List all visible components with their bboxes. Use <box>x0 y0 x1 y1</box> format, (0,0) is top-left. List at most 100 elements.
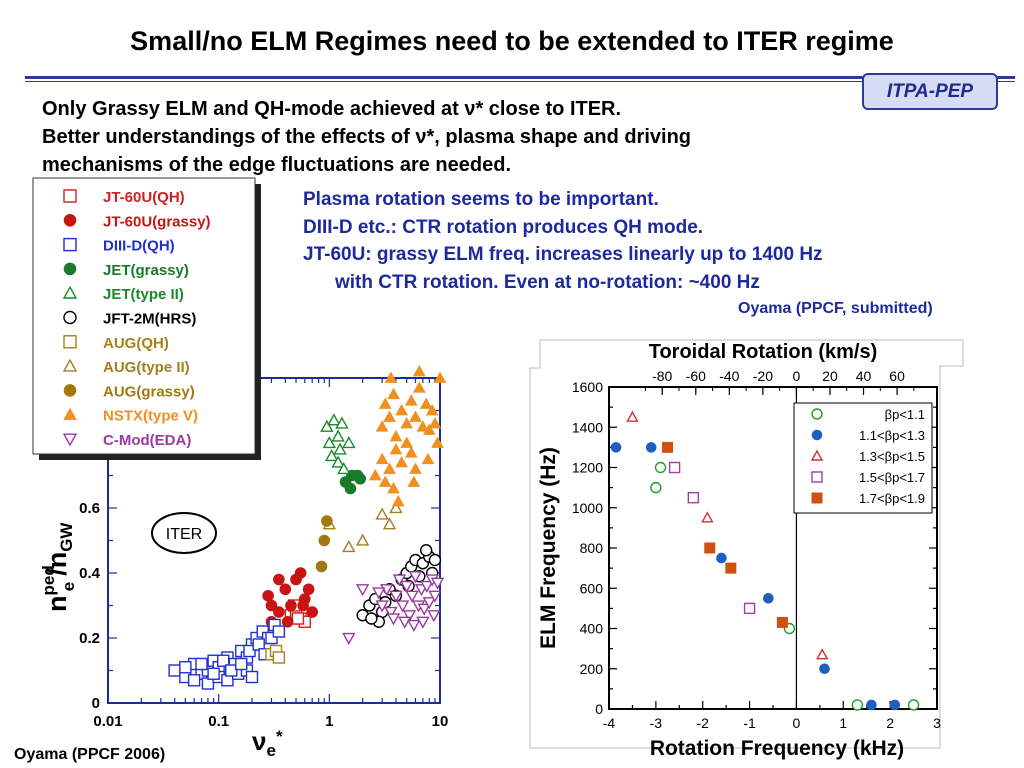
data-point <box>407 475 421 487</box>
data-point <box>297 599 309 612</box>
data-point <box>245 670 259 684</box>
data-point <box>320 419 334 432</box>
data-point <box>419 544 433 557</box>
data-point <box>354 472 366 485</box>
data-point <box>427 610 441 623</box>
note-line-1: Plasma rotation seems to be important. <box>303 189 659 210</box>
legend-label: 1.5<βp<1.7 <box>859 470 925 485</box>
note-line-3: JT-60U: grassy ELM freq. increases linea… <box>303 244 823 265</box>
legend-marker <box>811 429 823 441</box>
x-axis-label: Rotation Frequency (kHz) <box>650 737 904 760</box>
x-tick-label: 0 <box>793 715 801 731</box>
data-point <box>654 461 667 474</box>
data-point <box>391 494 405 507</box>
y-tick-label: 1600 <box>572 379 603 395</box>
data-point <box>395 455 408 468</box>
legend-label: βp<1.1 <box>885 407 925 422</box>
data-point <box>342 632 356 645</box>
data-point <box>179 661 192 674</box>
data-point <box>302 583 315 596</box>
data-point <box>187 674 201 687</box>
legend-label: 1.7<βp<1.9 <box>859 491 925 506</box>
data-point <box>265 631 278 645</box>
data-point <box>355 533 370 546</box>
y-tick-label: 0.6 <box>79 500 100 517</box>
data-point <box>389 590 403 603</box>
title-divider <box>25 76 1015 79</box>
data-point <box>626 410 639 422</box>
data-point <box>333 442 347 455</box>
data-point <box>425 403 439 416</box>
data-point <box>384 606 398 619</box>
legend-label: C-Mod(EDA) <box>103 432 191 449</box>
data-point <box>322 436 337 449</box>
data-point <box>398 616 412 629</box>
x-axis-label: νe* <box>252 726 283 760</box>
x-tick-label: 0.1 <box>208 713 229 730</box>
data-point <box>389 429 403 442</box>
x-tick-label: 1 <box>839 715 847 731</box>
data-point <box>407 619 421 632</box>
top-tick-label: -80 <box>652 368 672 384</box>
data-point <box>335 416 349 429</box>
data-point <box>704 542 716 554</box>
left-chart: 0.010.111000.20.40.60.8νe*npede/nGWITERJ… <box>32 177 449 760</box>
top-tick-label: -20 <box>753 368 773 384</box>
data-point <box>389 501 403 514</box>
data-point <box>285 599 297 612</box>
data-point <box>378 475 392 487</box>
data-point <box>907 699 920 711</box>
data-point <box>291 612 305 625</box>
legend-marker <box>811 408 823 420</box>
data-point <box>365 612 378 625</box>
x-tick-label: -4 <box>603 715 616 731</box>
data-point <box>645 442 657 453</box>
itpa-badge: ITPA-PEP <box>862 73 998 110</box>
data-point <box>279 583 292 596</box>
legend-label: DIII-D(QH) <box>103 238 175 255</box>
right-chart: -4 -3 -2 -1 0 1 2 30200400600800100012001400160… <box>529 339 964 760</box>
legend-marker <box>63 407 77 420</box>
legend-marker <box>63 237 77 252</box>
data-point <box>217 654 230 667</box>
data-point <box>387 387 400 400</box>
data-point <box>819 663 830 675</box>
x-tick-label: 3 <box>933 715 941 731</box>
data-point <box>389 442 403 455</box>
y-tick-label: 1400 <box>572 419 603 435</box>
x-tick-label: 10 <box>432 713 449 730</box>
data-point <box>395 600 410 613</box>
data-point <box>337 462 351 475</box>
intro-line-1: Only Grassy ELM and QH-mode achieved at … <box>42 98 622 120</box>
data-point <box>324 449 339 462</box>
data-point <box>342 540 356 553</box>
data-point <box>272 625 286 638</box>
data-point <box>417 603 431 616</box>
data-point <box>422 423 436 435</box>
data-point <box>395 403 408 416</box>
data-point <box>412 381 426 393</box>
legend-marker <box>811 492 823 504</box>
legend-marker <box>63 384 77 397</box>
data-point <box>375 600 389 613</box>
data-point <box>409 410 422 422</box>
data-point <box>331 455 345 468</box>
y-tick-label: 0.2 <box>79 630 100 647</box>
top-tick-label: -60 <box>686 368 706 384</box>
data-point <box>235 657 248 671</box>
iter-marker <box>151 512 217 554</box>
y-tick-label: 200 <box>580 661 604 677</box>
data-point <box>262 589 274 602</box>
x-tick-label: 2 <box>886 715 894 731</box>
legend-marker <box>810 449 824 461</box>
data-point <box>419 397 433 409</box>
data-point <box>851 699 864 711</box>
top-tick-label: 40 <box>856 368 872 384</box>
data-point <box>404 394 418 406</box>
legend-label: JT-60U(QH) <box>103 189 185 206</box>
data-point <box>430 577 445 590</box>
legend-label: JFT-2M(HRS) <box>103 311 196 328</box>
data-point <box>412 364 426 377</box>
y-tick-label: 0.4 <box>79 565 101 582</box>
intro-text: Only Grassy ELM and QH-mode achieved at … <box>42 95 691 179</box>
